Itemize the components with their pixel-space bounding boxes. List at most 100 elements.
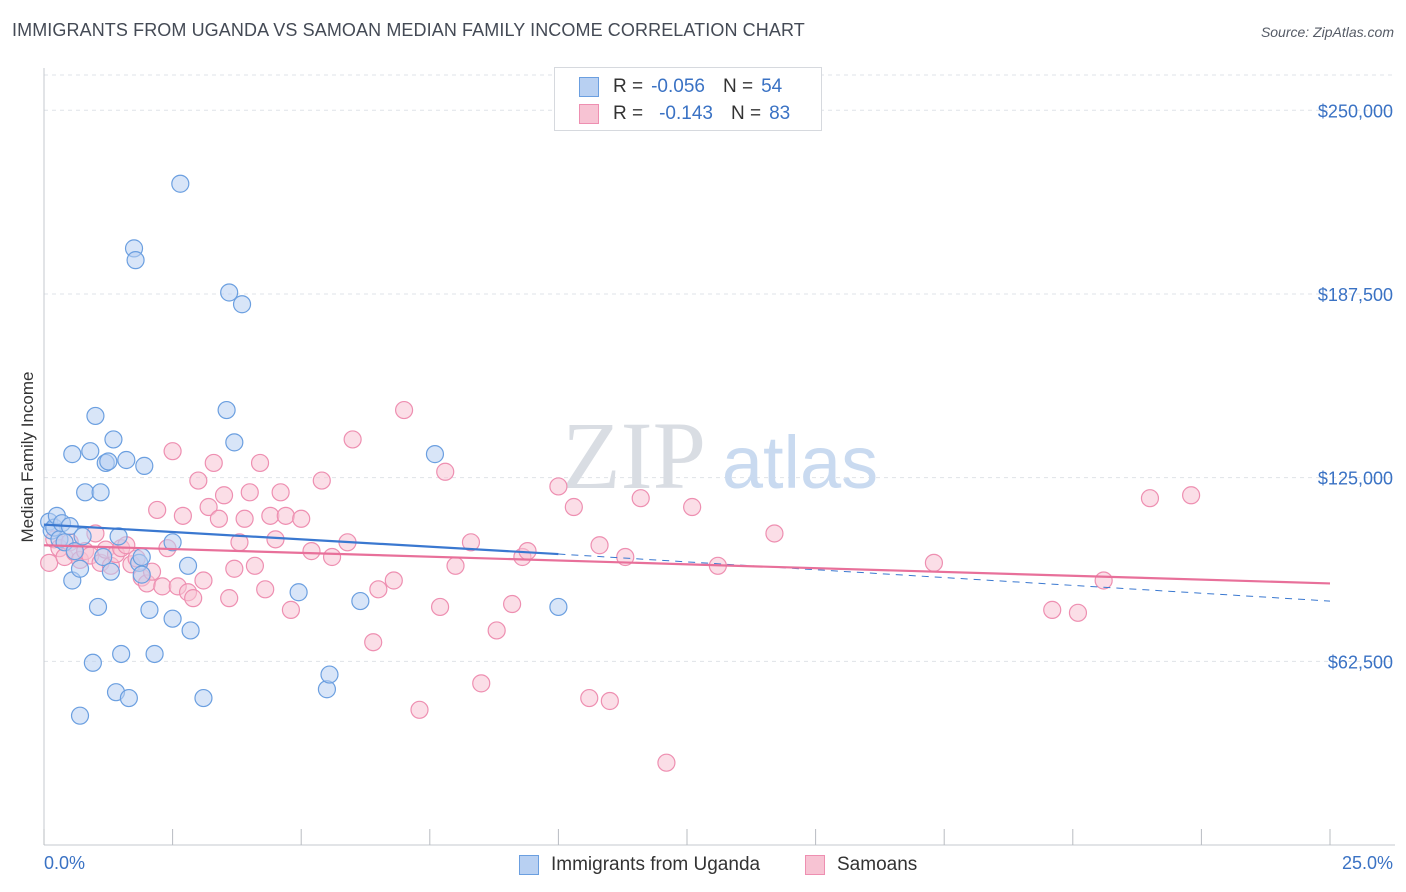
source-label: Source: ZipAtlas.com [1260, 24, 1394, 40]
series-legend: Immigrants from Uganda Samoans [0, 852, 1406, 878]
samoans-point [765, 524, 784, 543]
samoans-point [40, 553, 59, 572]
samoans-point [657, 753, 676, 772]
samoans-point [240, 483, 259, 502]
watermark-atlas: atlas [722, 421, 878, 504]
samoans-point [1140, 489, 1160, 508]
uganda-point [76, 483, 95, 502]
samoans-point [163, 442, 182, 461]
samoans-point [302, 542, 321, 561]
samoans-point [148, 500, 167, 520]
samoans-point [580, 688, 599, 708]
legend-row-samoans: R = -0.143 N = 83 [579, 101, 790, 127]
samoans-point [616, 547, 635, 567]
samoans-point [446, 556, 465, 575]
samoans-point [199, 497, 218, 517]
samoans-point [384, 571, 403, 590]
samoans-point [214, 486, 234, 505]
samoans-point [1182, 486, 1201, 505]
uganda-point [70, 559, 90, 578]
uganda-point [88, 597, 108, 617]
samoans-point [281, 600, 301, 619]
uganda-point [181, 621, 200, 640]
samoans-point [250, 453, 270, 473]
samoans-point [245, 556, 265, 575]
uganda-point [83, 653, 102, 672]
uganda-point [225, 433, 244, 452]
uganda-point [145, 644, 164, 664]
samoans-point [261, 506, 280, 525]
uganda-point [94, 547, 113, 567]
legend-item-uganda[interactable]: Immigrants from Uganda [519, 852, 760, 878]
chart-title: IMMIGRANTS FROM UGANDA VS SAMOAN MEDIAN … [12, 20, 805, 40]
uganda-point [86, 406, 105, 426]
samoans-point [1043, 600, 1062, 619]
samoans-point [220, 589, 239, 608]
uganda-point [425, 445, 445, 464]
trend-lines [43, 523, 1331, 602]
uganda-point [194, 688, 213, 708]
uganda-point [73, 527, 92, 546]
uganda-trend-extension [558, 553, 1331, 602]
samoans-point [472, 674, 491, 693]
y-tick-label: $187,500 [1318, 285, 1393, 305]
y-tick-label: $62,500 [1328, 652, 1393, 672]
samoans-point [600, 691, 619, 711]
uganda-point [119, 688, 138, 708]
stats-legend: R = -0.056 N = 54 R = -0.143 N = 83 [554, 67, 822, 131]
legend-swatch-samoans [805, 855, 825, 875]
samoans-point [590, 536, 609, 555]
uganda-point [126, 251, 145, 270]
samoans-point [503, 594, 522, 614]
samoans-point [430, 597, 450, 617]
samoans-point [924, 553, 944, 572]
uganda-point [99, 452, 118, 471]
uganda-point [70, 706, 90, 725]
samoans-point [184, 589, 203, 608]
n-label: N = [730, 103, 762, 124]
tick-labels: $62,500 $125,000 $187,500 $250,000 0.0% 25.0% [44, 101, 1393, 873]
samoans-point [194, 571, 213, 590]
samoans-point [394, 400, 414, 420]
r-value: -0.056 [651, 76, 705, 97]
samoans-point [322, 547, 342, 567]
samoans-point [564, 497, 583, 517]
legend-swatch-uganda [579, 77, 599, 97]
uganda-point [109, 527, 128, 546]
legend-row-uganda: R = -0.056 N = 54 [579, 74, 782, 100]
samoans-point [189, 471, 208, 490]
uganda-point [163, 609, 182, 628]
samoans-point [209, 509, 228, 528]
uganda-point [220, 283, 239, 302]
uganda-point [81, 442, 100, 461]
y-tick-label: $250,000 [1318, 101, 1393, 121]
uganda-point [320, 665, 339, 684]
uganda-point [178, 556, 198, 575]
uganda-trend-line [43, 523, 559, 556]
y-tick-label: $125,000 [1318, 469, 1393, 489]
legend-swatch-samoans [579, 104, 599, 124]
samoans-point [225, 559, 244, 578]
samoans-point [235, 509, 254, 528]
legend-swatch-uganda [519, 855, 539, 875]
samoans-point [683, 497, 702, 517]
uganda-point [140, 600, 159, 619]
r-value: -0.143 [659, 103, 713, 124]
samoans-point [256, 580, 275, 599]
samoans-point [461, 533, 481, 552]
samoans-point [276, 506, 295, 525]
samoans-point [631, 489, 650, 508]
legend-item-samoans[interactable]: Samoans [805, 852, 917, 878]
uganda-point [289, 583, 308, 602]
uganda-point [217, 400, 236, 420]
uganda-point [351, 591, 370, 611]
samoans-point [369, 580, 388, 599]
uganda-point [135, 456, 154, 475]
r-label: R = [613, 76, 644, 97]
samoans-point [271, 483, 290, 502]
samoans-point [1094, 571, 1113, 590]
samoans-point [364, 633, 383, 652]
legend-label-samoans: Samoans [837, 854, 918, 875]
uganda-point [171, 174, 190, 193]
